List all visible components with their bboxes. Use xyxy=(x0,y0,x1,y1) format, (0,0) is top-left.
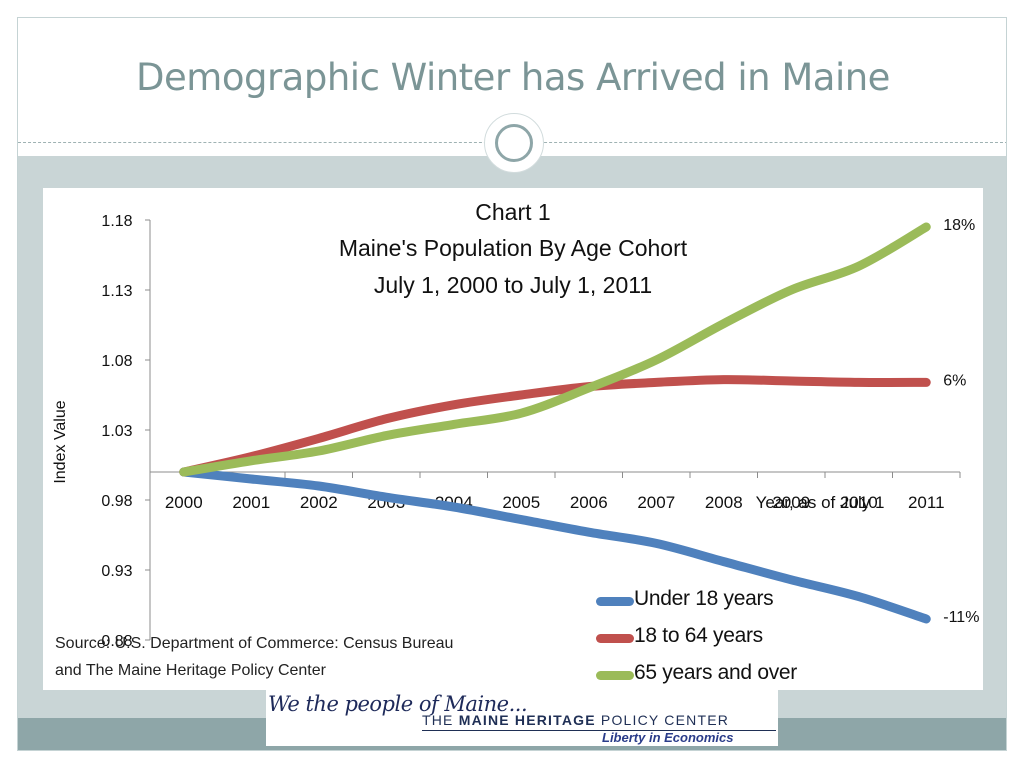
mhpc-banner-logo: We the people of Maine... THE MAINE HERI… xyxy=(266,690,778,746)
legend-swatch-under-18 xyxy=(596,597,634,606)
end-label-under-18: -11% xyxy=(943,609,979,626)
x-tick-label: 2000 xyxy=(165,493,203,512)
x-tick-label: 2006 xyxy=(570,493,608,512)
x-tick-label: 2008 xyxy=(705,493,743,512)
banner-org-name: THE MAINE HERITAGE POLICY CENTER xyxy=(422,712,729,728)
y-axis-title: Index Value xyxy=(52,400,69,483)
y-tick-label: 0.93 xyxy=(101,563,132,580)
slide-title: Demographic Winter has Arrived in Maine xyxy=(136,56,890,99)
ornament-inner-ring xyxy=(495,124,533,162)
ornament-circle-icon xyxy=(484,113,544,173)
series-line-under-18 xyxy=(179,467,931,624)
x-tick-label: 2009 xyxy=(772,493,810,512)
chart-subtitle-line-2: July 1, 2000 to July 1, 2011 xyxy=(374,272,652,298)
chart-title: Chart 1 xyxy=(475,199,550,225)
series-line-65-and-over xyxy=(179,222,931,477)
chart-subtitle-line-1: Maine's Population By Age Cohort xyxy=(339,235,688,261)
banner-org-suffix: POLICY CENTER xyxy=(600,712,730,728)
x-axis-title: Year, as of July 1 xyxy=(756,493,885,512)
x-tick-label: 2005 xyxy=(502,493,540,512)
chart-panel: 1.18 1.13 1.08 1.03 0.98 0.93 0.88 2000 2001 2002… xyxy=(43,188,983,690)
legend-swatch-65-and-over xyxy=(596,671,634,680)
y-tick-label: 0.98 xyxy=(101,493,132,510)
series-line-18-to-64 xyxy=(179,375,931,477)
legend-item-18-to-64: 18 to 64 years xyxy=(596,621,896,658)
source-note: Source: U.S. Department of Commerce: Cen… xyxy=(55,635,454,679)
legend-item-under-18: Under 18 years xyxy=(596,584,896,621)
banner-org-prefix: THE xyxy=(422,712,454,728)
x-tick-label: 2011 xyxy=(908,493,945,512)
banner-org-bold: MAINE HERITAGE xyxy=(458,712,596,728)
end-label-18-to-64: 6% xyxy=(943,372,966,389)
x-tick-label: 2002 xyxy=(300,493,338,512)
end-label-65-and-over: 18% xyxy=(943,217,975,234)
slide: Demographic Winter has Arrived in Maine … xyxy=(17,17,1007,751)
banner-rule xyxy=(422,730,776,731)
x-tick-label: 2007 xyxy=(637,493,675,512)
y-tick-label: 0.88 xyxy=(101,633,132,650)
y-tick-label: 1.13 xyxy=(101,283,132,300)
banner-script-text: We the people of Maine... xyxy=(268,692,528,716)
legend-label-65-and-over: 65 years and over xyxy=(634,661,798,684)
y-tick-label: 1.03 xyxy=(101,423,132,440)
y-tick-label: 1.18 xyxy=(101,213,132,230)
chart-legend: Under 18 years 18 to 64 years 65 years a… xyxy=(596,584,896,695)
banner-tagline: Liberty in Economics xyxy=(602,730,734,745)
chart-svg: 1.18 1.13 1.08 1.03 0.98 0.93 0.88 2000 2001 2002… xyxy=(52,199,979,650)
legend-label-under-18: Under 18 years xyxy=(634,587,774,610)
y-tick-label: 1.08 xyxy=(101,353,132,370)
legend-item-65-and-over: 65 years and over xyxy=(596,658,896,695)
legend-label-18-to-64: 18 to 64 years xyxy=(634,624,763,647)
x-tick-label: 2001 xyxy=(232,493,270,512)
legend-swatch-18-to-64 xyxy=(596,634,634,643)
x-tick-label: 2010 xyxy=(840,493,878,512)
